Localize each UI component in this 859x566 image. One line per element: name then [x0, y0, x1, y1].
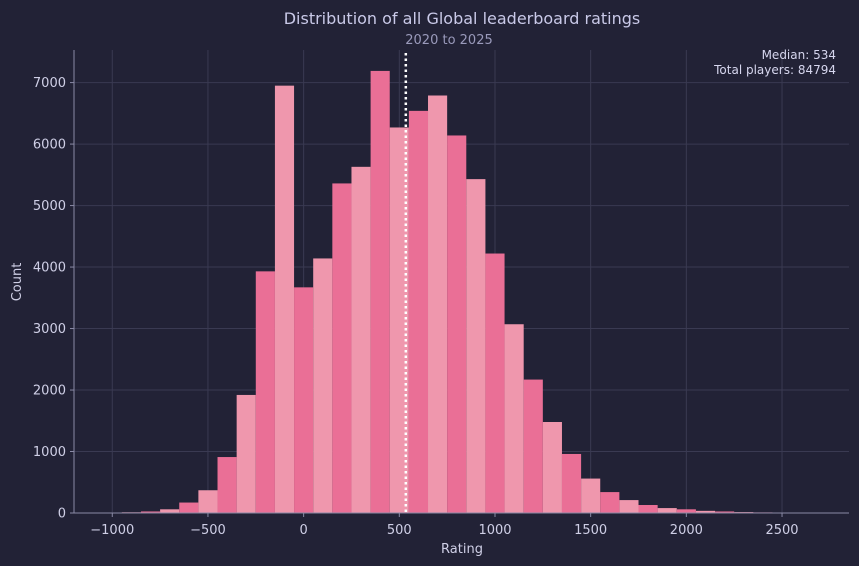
histogram-bar [332, 183, 352, 514]
y-tick-label: 5000 [33, 199, 66, 214]
x-tick-label: 1000 [478, 523, 511, 538]
x-tick-label: 0 [299, 523, 307, 538]
histogram-bar [408, 110, 429, 514]
histogram-bar [313, 258, 333, 513]
histogram-bar [466, 179, 486, 513]
histogram-bar [695, 510, 716, 513]
x-tick-label: −1000 [90, 523, 134, 538]
histogram-bar [676, 509, 696, 513]
histogram-bar [657, 508, 677, 513]
histogram-bar [638, 505, 658, 513]
histogram-bar [485, 253, 505, 513]
histogram-bar [561, 453, 582, 513]
x-tick-label: −500 [190, 523, 226, 538]
y-tick-label: 1000 [33, 445, 66, 460]
histogram-bar [255, 271, 275, 513]
histogram-bar [217, 457, 237, 513]
histogram-bars [102, 70, 792, 514]
histogram-bar [581, 478, 601, 513]
histogram-bar [600, 492, 620, 513]
total-players-annotation: Total players: 84794 [713, 63, 836, 77]
y-tick-label: 3000 [33, 322, 66, 337]
y-tick-label: 6000 [33, 138, 66, 153]
histogram-bar [715, 511, 735, 513]
x-axis-label: Rating [441, 542, 483, 557]
histogram-bar [447, 135, 467, 513]
histogram-bar [179, 502, 199, 513]
histogram-bar [198, 490, 218, 513]
histogram-bar [370, 70, 390, 514]
histogram-bar [294, 287, 314, 513]
x-tick-label: 2500 [765, 523, 798, 538]
histogram-bar [389, 127, 409, 513]
axes [73, 50, 849, 514]
histogram-bar [504, 324, 524, 513]
histogram-bar [619, 500, 639, 513]
y-tick-label: 7000 [33, 76, 66, 91]
y-axis-label: Count [10, 263, 25, 302]
x-tick-label: 1500 [574, 523, 607, 538]
histogram-bar [274, 85, 295, 513]
histogram-bar [542, 421, 562, 513]
histogram-bar [428, 95, 448, 513]
chart-title: Distribution of all Global leaderboard r… [284, 9, 641, 28]
x-tick-label: 2000 [670, 523, 703, 538]
y-tick-label: 0 [58, 507, 66, 522]
histogram-bar [351, 166, 371, 513]
y-tick-label: 4000 [33, 261, 66, 276]
tick-labels: −1000 −500 0 500 1000 1500 2000 2500 0 1000 2000 30… [33, 76, 799, 538]
histogram-bar [140, 511, 161, 513]
histogram-bar [236, 394, 256, 513]
chart-subtitle: 2020 to 2025 [405, 33, 492, 48]
median-annotation: Median: 534 [762, 48, 836, 62]
x-tick-label: 500 [387, 523, 412, 538]
histogram-bar [523, 379, 543, 513]
histogram-bar [160, 509, 180, 513]
y-tick-label: 2000 [33, 384, 66, 399]
